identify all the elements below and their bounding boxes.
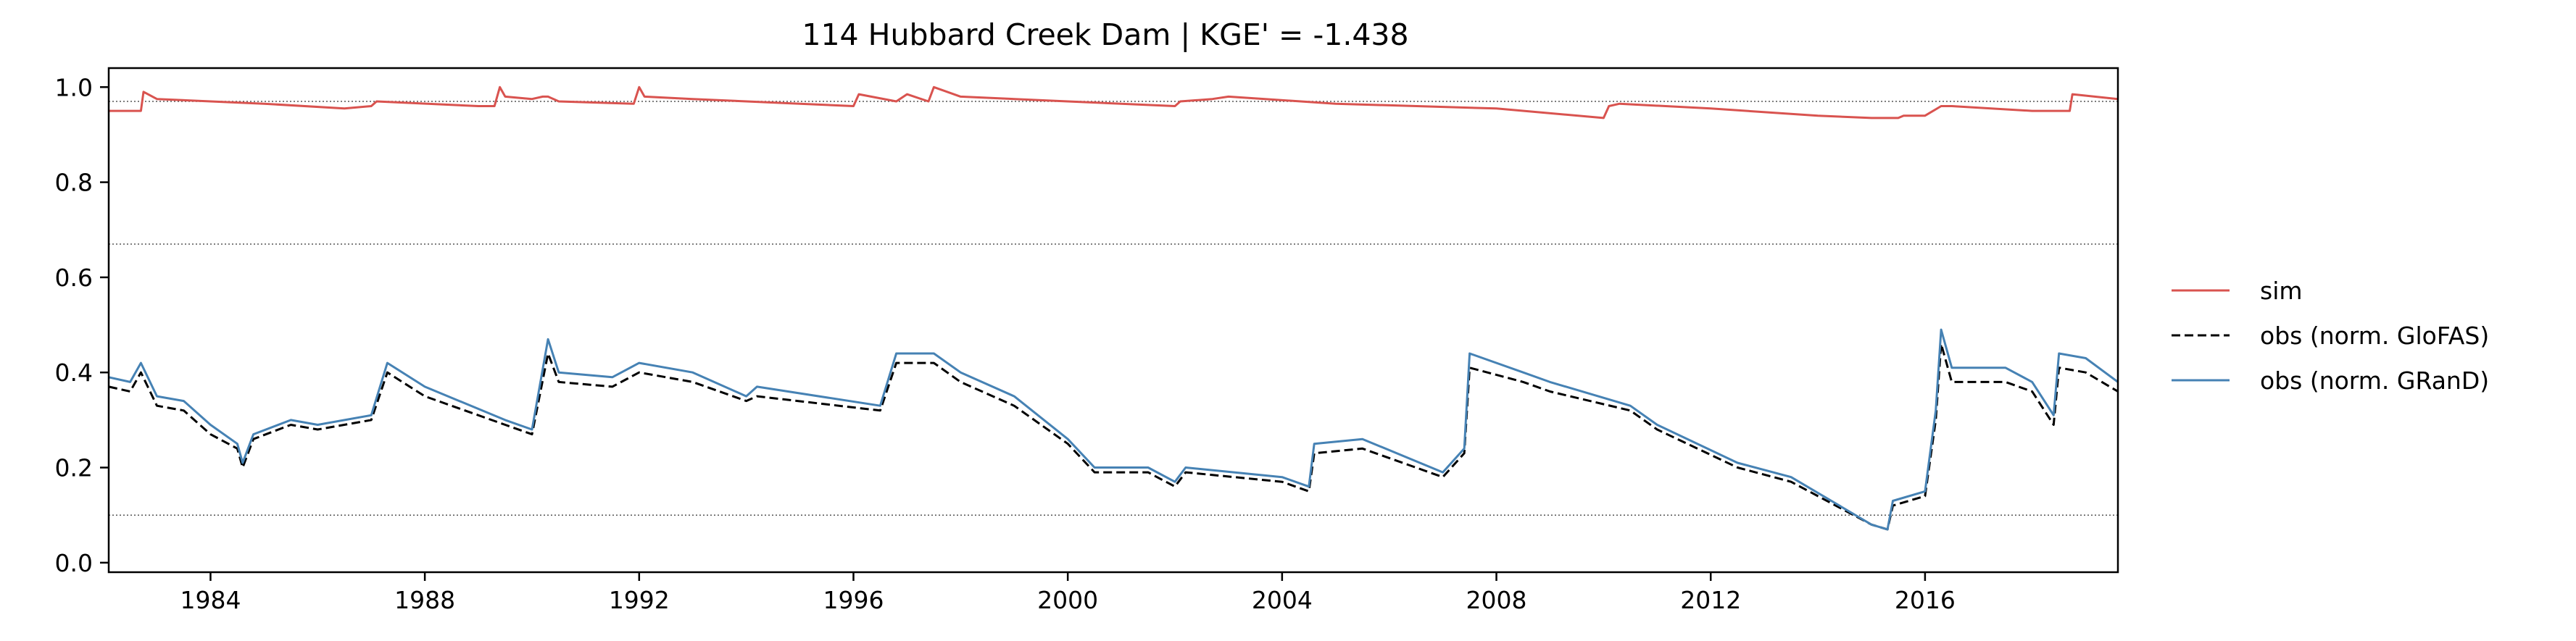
y-tick-label: 0.4 xyxy=(55,359,93,387)
x-tick-label: 2008 xyxy=(1466,586,1527,614)
x-tick-label: 2012 xyxy=(1680,586,1741,614)
y-tick-label: 1.0 xyxy=(55,73,93,101)
y-axis: 0.0 0.2 0.4 0.6 0.8 1.0 xyxy=(55,73,109,577)
legend-label: obs (norm. GloFAS) xyxy=(2260,322,2489,350)
series-line-1 xyxy=(108,343,2119,531)
plot-frame xyxy=(107,67,2119,574)
legend: sim obs (norm. GloFAS) obs (norm. GRanD) xyxy=(2172,277,2489,395)
legend-label: obs (norm. GRanD) xyxy=(2260,366,2489,395)
x-tick-label: 1996 xyxy=(823,586,884,614)
x-tick-label: 2004 xyxy=(1252,586,1313,614)
y-tick-label: 0.8 xyxy=(55,169,93,197)
y-tick-label: 0.0 xyxy=(55,549,93,577)
series-line-2 xyxy=(108,328,2119,531)
y-tick-label: 0.2 xyxy=(55,454,93,482)
x-axis: 1984 1988 1992 1996 2000 2004 2008 2012 2016 xyxy=(180,572,1956,614)
chart-title: 114 Hubbard Creek Dam | KGE' = -1.438 xyxy=(802,17,1408,52)
series-line-0 xyxy=(109,85,2119,120)
legend-label: sim xyxy=(2260,277,2303,305)
x-tick-label: 1984 xyxy=(180,586,241,614)
x-tick-label: 1988 xyxy=(394,586,455,614)
x-tick-label: 2000 xyxy=(1037,586,1098,614)
series-layer xyxy=(108,85,2119,531)
reference-lines xyxy=(109,101,2118,516)
x-tick-label: 1992 xyxy=(609,586,670,614)
y-tick-label: 0.6 xyxy=(55,264,93,292)
x-tick-label: 2016 xyxy=(1895,586,1956,614)
